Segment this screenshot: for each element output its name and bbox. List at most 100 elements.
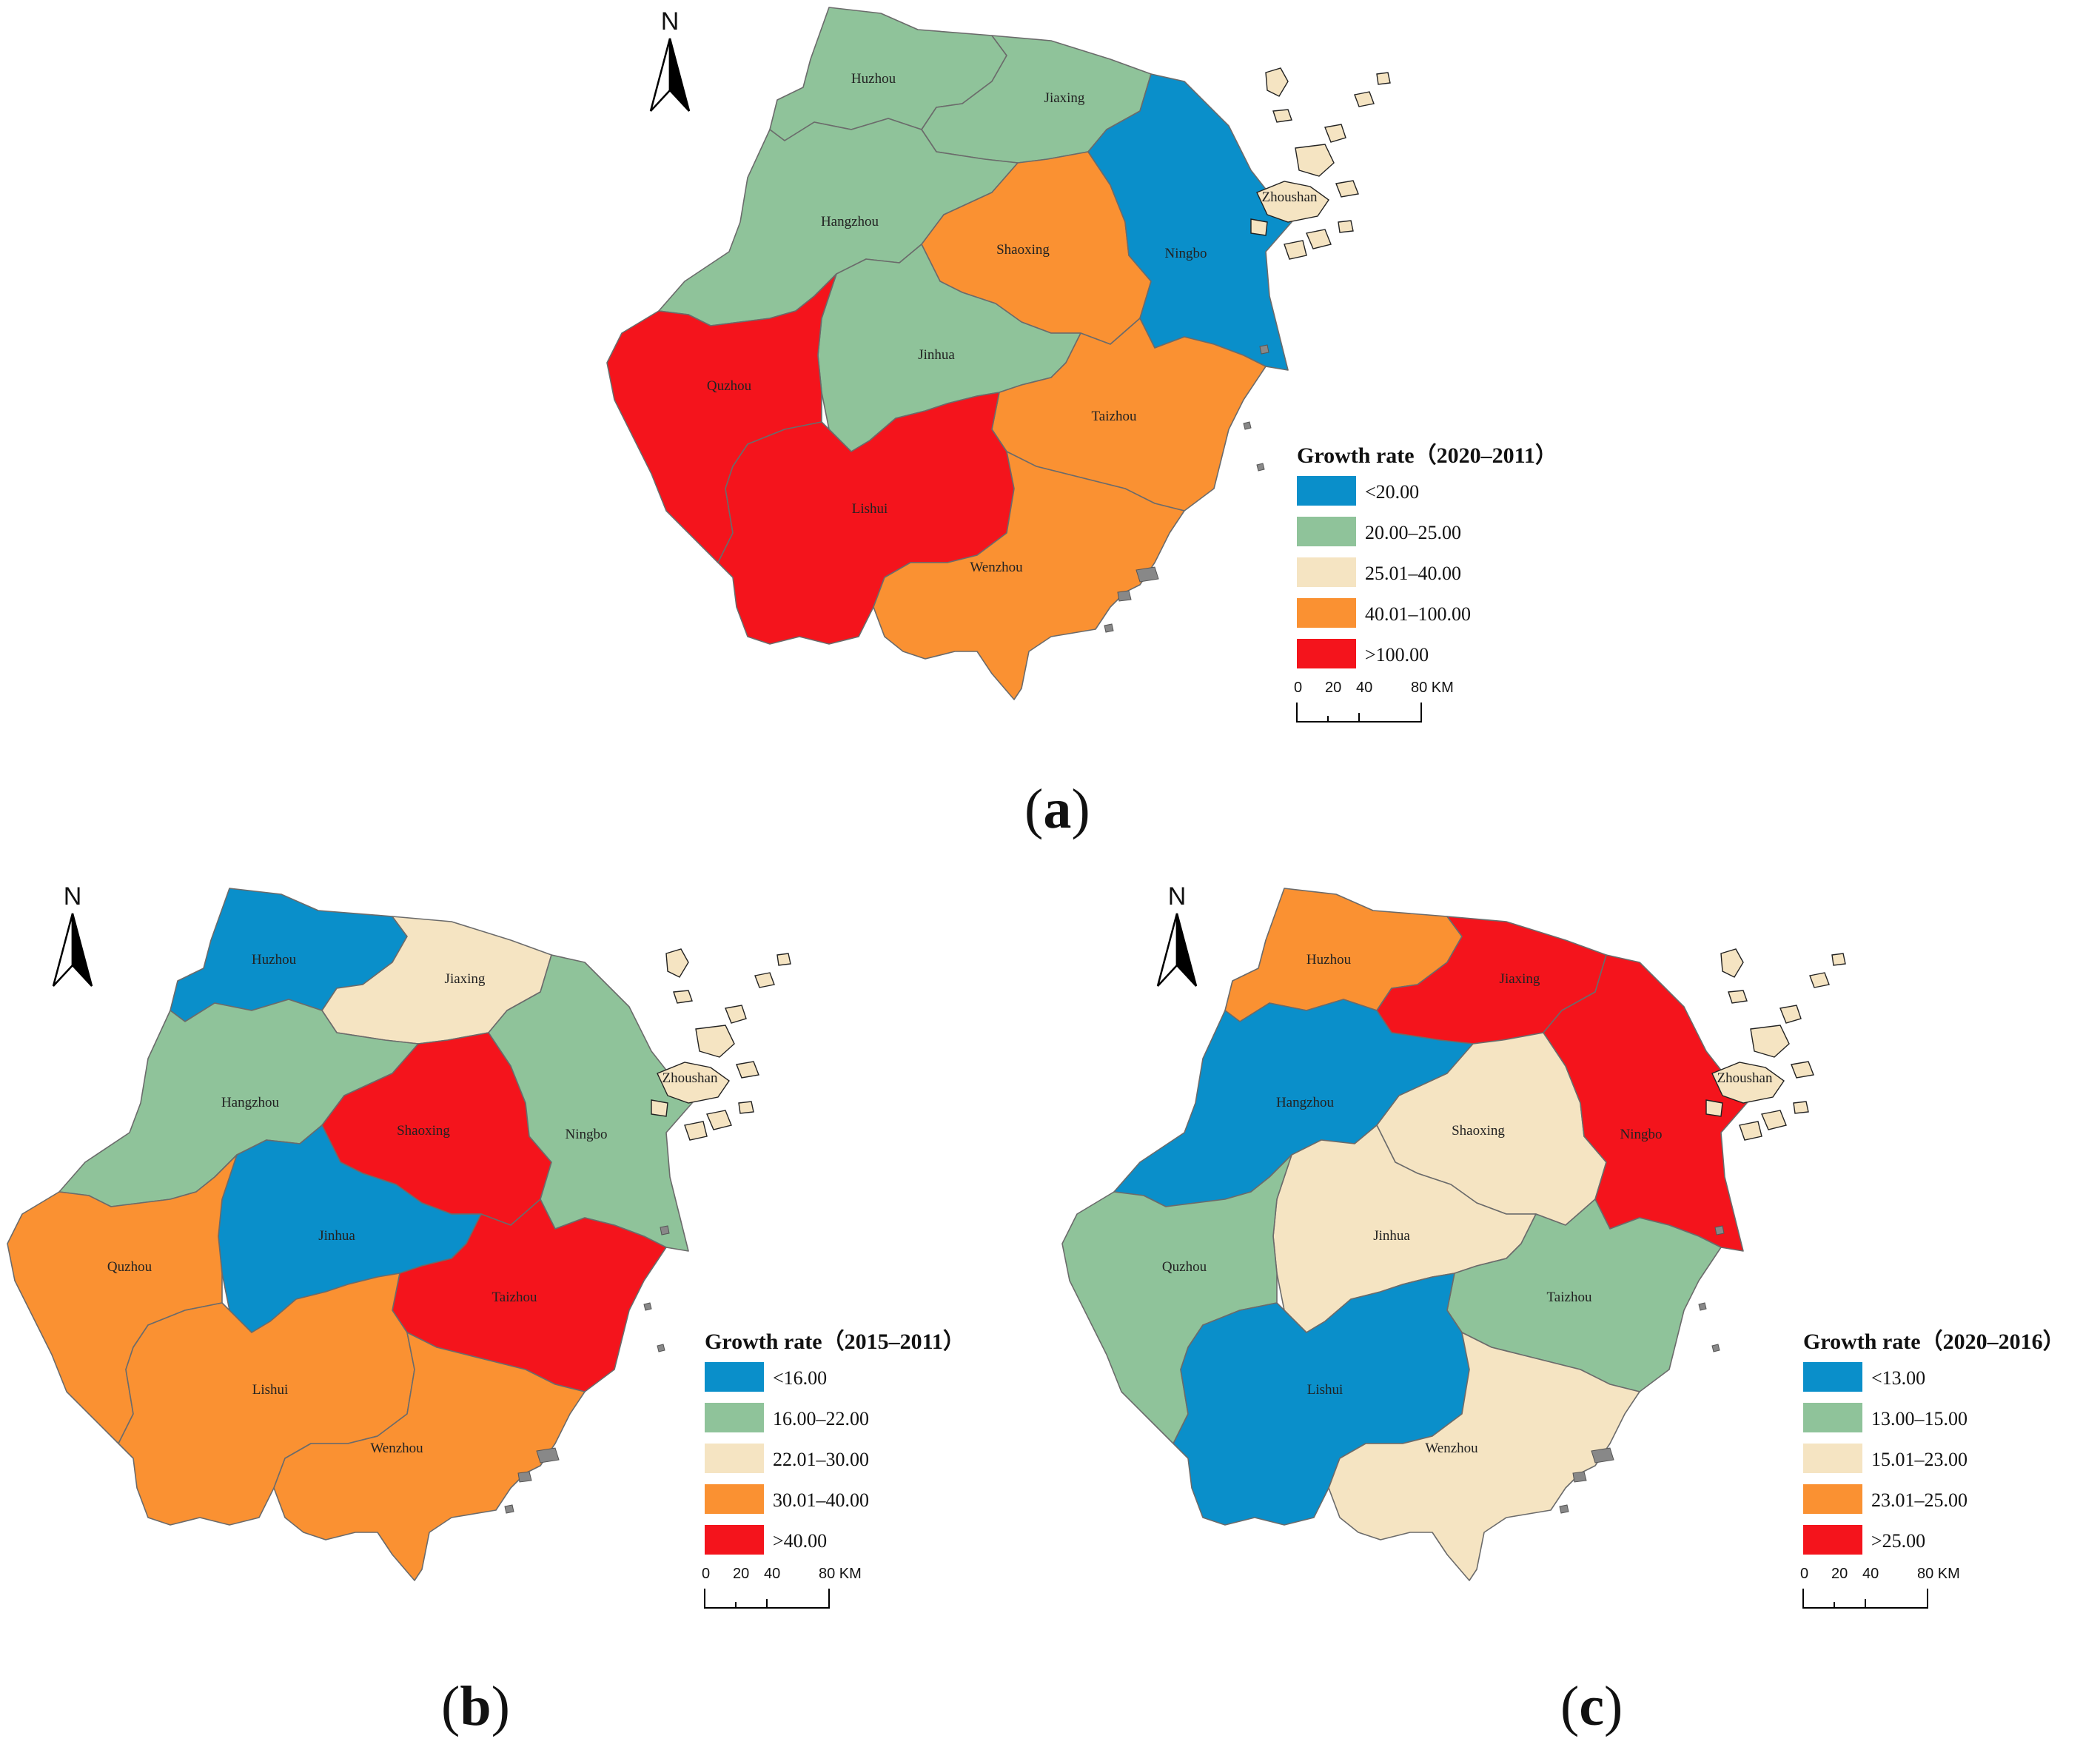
city-label-taizhou: Taizhou — [1092, 409, 1137, 424]
coastal-islet — [1698, 1302, 1707, 1311]
legend-swatch — [705, 1403, 764, 1432]
coastal-islet — [1117, 590, 1132, 602]
legend-swatch — [705, 1444, 764, 1473]
zhoushan-island — [1324, 124, 1346, 143]
city-label-wenzhou: Wenzhou — [370, 1441, 423, 1456]
city-label-lishui: Lishui — [252, 1382, 289, 1398]
city-label-ningbo: Ningbo — [1165, 246, 1207, 261]
legend-swatch — [1803, 1525, 1862, 1555]
coastal-islet — [1711, 1344, 1720, 1352]
zhejiang-map-a: Huzhou Jiaxing Hangzhou Shaoxing Ningbo Zhous… — [606, 7, 1557, 723]
coastal-islet — [1104, 623, 1114, 633]
city-label-huzhou: Huzhou — [252, 952, 297, 968]
zhoushan-island — [665, 948, 689, 978]
zhejiang-map-b: Huzhou Jiaxing Hangzhou Shaoxing Ningbo Zhous… — [7, 882, 965, 1609]
scale-tick-label: 40 — [1356, 680, 1372, 696]
scale-tick-label: 20 — [733, 1566, 749, 1582]
city-label-ningbo: Ningbo — [566, 1127, 608, 1142]
city-label-quzhou: Quzhou — [707, 378, 752, 394]
zhoushan-island — [738, 1101, 754, 1114]
north-arrow-icon: N — [52, 882, 93, 987]
city-label-wenzhou: Wenzhou — [1425, 1441, 1478, 1456]
legend-swatch — [705, 1362, 764, 1392]
city-label-lishui: Lishui — [852, 501, 888, 517]
city-label-hangzhou: Hangzhou — [1276, 1095, 1335, 1110]
zhoushan-island — [695, 1025, 735, 1058]
coastal-islet — [1259, 344, 1269, 355]
city-label-zhoushan: Zhoushan — [1262, 190, 1318, 205]
legend-label: >25.00 — [1871, 1530, 1925, 1552]
legend-label: <13.00 — [1871, 1367, 1925, 1389]
scale-tick-label: 20 — [1831, 1566, 1848, 1582]
region-ningbo[interactable] — [1543, 954, 1748, 1252]
coastal-islet — [1559, 1504, 1569, 1514]
north-label: N — [64, 882, 82, 911]
north-arrow-icon: N — [649, 7, 691, 112]
scale-bar: 0 20 40 80 KM — [1294, 680, 1454, 723]
scale-tick-label: 0 — [1800, 1566, 1808, 1582]
scale-tick-label: 40 — [1862, 1566, 1879, 1582]
zhoushan-island — [657, 1062, 730, 1104]
caption-c: (c) — [1560, 1675, 1623, 1737]
city-label-shaoxing: Shaoxing — [1452, 1123, 1505, 1139]
scale-tick-label: 20 — [1325, 680, 1341, 696]
zhoushan-island — [684, 1121, 708, 1141]
zhoushan-island — [1728, 990, 1748, 1004]
legend-swatch — [1297, 639, 1356, 668]
legend-swatch — [1297, 598, 1356, 628]
scale-tick-label: 40 — [764, 1566, 780, 1582]
city-label-taizhou: Taizhou — [1547, 1290, 1592, 1305]
legend-swatch — [1297, 517, 1356, 546]
zhoushan-island — [1335, 180, 1359, 198]
zhoushan-island — [1791, 1061, 1814, 1079]
scale-tick-label: 0 — [702, 1566, 710, 1582]
city-label-jiaxing: Jiaxing — [445, 971, 486, 987]
city-label-ningbo: Ningbo — [1620, 1127, 1663, 1142]
coastal-islet — [1256, 463, 1265, 472]
city-label-hangzhou: Hangzhou — [221, 1095, 280, 1110]
zhoushan-island — [1265, 67, 1289, 97]
zhoushan-island — [1739, 1121, 1762, 1141]
city-label-zhoushan: Zhoushan — [1717, 1070, 1773, 1086]
scale-tick-label: 0 — [1294, 680, 1302, 696]
zhoushan-island — [736, 1061, 759, 1079]
region-ningbo[interactable] — [488, 954, 693, 1252]
coastal-islet — [1135, 566, 1159, 583]
zhoushan-island — [706, 1110, 732, 1130]
zhejiang-map-c: Huzhou Jiaxing Hangzhou Shaoxing Ningbo Zhous… — [1061, 882, 2065, 1609]
legend-label: 30.01–40.00 — [773, 1489, 869, 1511]
legend-title: Growth rate（2020–2016） — [1803, 1329, 2065, 1354]
scale-bar: 0 20 40 80 KM — [702, 1566, 862, 1609]
coastal-islet — [660, 1225, 670, 1236]
coastal-islet — [504, 1504, 514, 1514]
coastal-islet — [536, 1447, 560, 1464]
city-label-wenzhou: Wenzhou — [970, 560, 1023, 575]
region-wenzhou[interactable] — [273, 1332, 586, 1581]
legend-label: >100.00 — [1365, 644, 1429, 666]
region-wenzhou[interactable] — [873, 451, 1185, 700]
region-ningbo[interactable] — [1087, 73, 1292, 371]
legend-title: Growth rate（2020–2011） — [1297, 443, 1557, 468]
legend-swatch — [1297, 476, 1356, 506]
zhoushan-island — [1256, 181, 1329, 223]
legend-b: Growth rate（2015–2011） <16.00 16.00–22.00 2… — [705, 1329, 965, 1555]
scale-tick-label: 80 KM — [1917, 1566, 1960, 1582]
zhoushan-island — [1376, 72, 1391, 85]
city-label-jinhua: Jinhua — [918, 347, 955, 363]
coastal-islet — [643, 1302, 652, 1311]
legend-title: Growth rate（2015–2011） — [705, 1329, 965, 1354]
scale-bar: 0 20 40 80 KM — [1800, 1566, 1960, 1609]
coastal-islet — [657, 1344, 665, 1352]
region-wenzhou[interactable] — [1328, 1332, 1640, 1581]
city-label-jiaxing: Jiaxing — [1500, 971, 1540, 987]
zhoushan-island — [1338, 220, 1354, 233]
zhoushan-island — [1779, 1005, 1802, 1024]
zhoushan-island — [1720, 948, 1744, 978]
zhoushan-island — [1761, 1110, 1787, 1130]
caption-a: (a) — [1024, 778, 1090, 840]
city-label-hangzhou: Hangzhou — [821, 214, 879, 229]
zhoushan-island — [1272, 109, 1292, 123]
zhoushan-island — [651, 1099, 668, 1117]
scale-tick-label: 80 KM — [819, 1566, 862, 1582]
zhoushan-island — [1705, 1099, 1723, 1117]
